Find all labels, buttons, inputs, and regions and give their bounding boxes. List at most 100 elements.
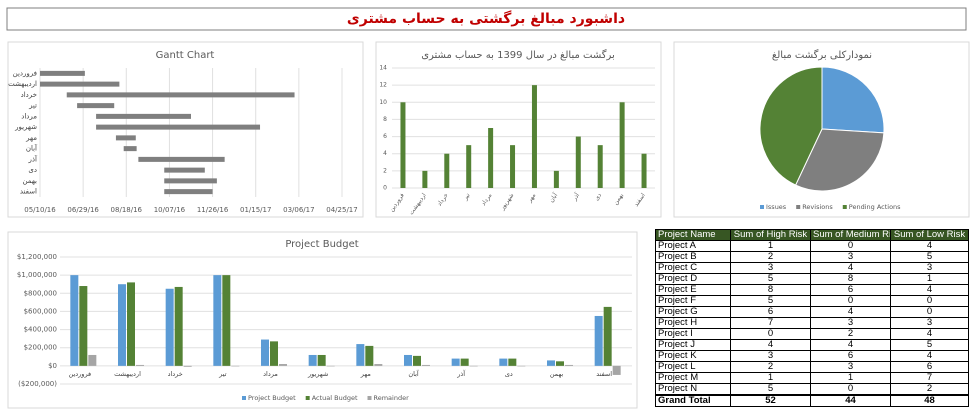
- x-tick-label: آذر: [456, 369, 466, 378]
- table-cell: Project M: [655, 372, 731, 384]
- table-cell: 2: [890, 383, 969, 396]
- y-tick-label: 12: [379, 82, 387, 89]
- bar: [612, 365, 621, 375]
- bar: [565, 364, 573, 366]
- x-tick-label: دی: [505, 370, 513, 378]
- table-cell: Project C: [655, 262, 731, 274]
- table-cell: 7: [890, 372, 969, 384]
- y-tick-label: تیر: [28, 102, 37, 110]
- bar: [469, 365, 478, 367]
- y-tick-label: اسفند: [20, 188, 37, 196]
- table-cell: Project A: [655, 240, 731, 252]
- legend-swatch: [760, 205, 764, 209]
- pie-slice: [821, 66, 885, 134]
- bar: [88, 354, 97, 366]
- table-cell: Project H: [655, 317, 731, 329]
- legend-swatch: [367, 396, 372, 400]
- table-cell: 1: [730, 240, 811, 252]
- legend-label: Issues: [766, 203, 787, 211]
- bar: [136, 364, 144, 366]
- table-cell: 3: [810, 317, 891, 329]
- table-cell: 5: [890, 339, 969, 351]
- x-tick-label: 03/06/17: [283, 206, 314, 214]
- bar: [499, 358, 508, 366]
- bar: [594, 315, 603, 366]
- legend-swatch: [242, 396, 246, 400]
- table-cell: Project Name: [655, 229, 731, 241]
- table-cell: 0: [730, 328, 811, 340]
- table-cell: Sum of Medium Risk: [810, 229, 891, 241]
- y-tick-label: فروردین: [13, 69, 37, 77]
- table-cell: 1: [890, 273, 969, 285]
- bar: [597, 145, 603, 188]
- bar: [531, 85, 537, 188]
- x-tick-label: 05/10/16: [24, 206, 56, 214]
- bar: [413, 355, 421, 366]
- gantt-bar: [115, 135, 136, 141]
- bar: [575, 136, 581, 188]
- table-cell: Project L: [655, 361, 731, 373]
- bar: [553, 170, 559, 188]
- gantt-bar: [40, 81, 120, 87]
- bar: [70, 275, 79, 366]
- y-tick-label: $1,000,000: [17, 271, 57, 279]
- bar: [374, 364, 383, 366]
- table-cell: 6: [890, 361, 969, 373]
- title-box: [6, 7, 967, 31]
- y-tick-label: مرداد: [21, 112, 37, 120]
- chart-title: Project Budget: [285, 239, 358, 250]
- table-cell: 4: [890, 240, 969, 252]
- y-tick-label: مهر: [25, 134, 37, 142]
- chart-title: برگشت مبالغ در سال 1399 به حساب مشتری: [421, 49, 615, 61]
- table-cell: Sum of Low Risk: [890, 229, 969, 241]
- bar: [127, 282, 135, 366]
- table-cell: Project D: [655, 273, 731, 285]
- x-tick-label: 08/18/16: [111, 206, 143, 214]
- y-tick-label: $1,200,000: [17, 253, 57, 261]
- table-cell: Project I: [655, 328, 731, 340]
- table-cell: 5: [730, 295, 811, 307]
- pie-slice: [759, 66, 823, 186]
- gantt-bar: [96, 113, 191, 119]
- x-tick-label: اسفند: [596, 370, 612, 378]
- table-cell: Project B: [655, 251, 731, 263]
- table-cell: 3: [890, 262, 969, 274]
- table-cell: 5: [890, 251, 969, 263]
- bar: [183, 365, 192, 367]
- x-tick-label: مرداد: [263, 370, 278, 378]
- legend-label: Pending Actions: [849, 203, 901, 211]
- x-tick-label: خرداد: [168, 370, 183, 378]
- table-cell: 5: [730, 273, 811, 285]
- x-tick-label: تیر: [461, 192, 471, 203]
- y-tick-label: $600,000: [24, 307, 57, 315]
- gantt-bar: [66, 92, 295, 98]
- bar: [619, 102, 625, 188]
- pie-slice: [794, 128, 885, 192]
- table-cell: 6: [810, 284, 891, 296]
- legend-label: Project Budget: [248, 394, 296, 402]
- gantt-bar: [138, 156, 225, 162]
- x-tick-label: دی: [593, 192, 603, 202]
- legend-swatch: [305, 396, 310, 400]
- bar: [422, 364, 430, 366]
- table-cell: Project E: [655, 284, 731, 296]
- bar: [165, 288, 174, 366]
- x-tick-label: شهریور: [307, 370, 328, 378]
- bar: [356, 344, 365, 366]
- table-cell: 48: [890, 394, 969, 407]
- bar: [270, 341, 278, 366]
- y-tick-label: $800,000: [24, 289, 57, 297]
- bar: [603, 306, 612, 366]
- panel: [7, 231, 638, 409]
- x-tick-label: بهمن: [550, 370, 564, 378]
